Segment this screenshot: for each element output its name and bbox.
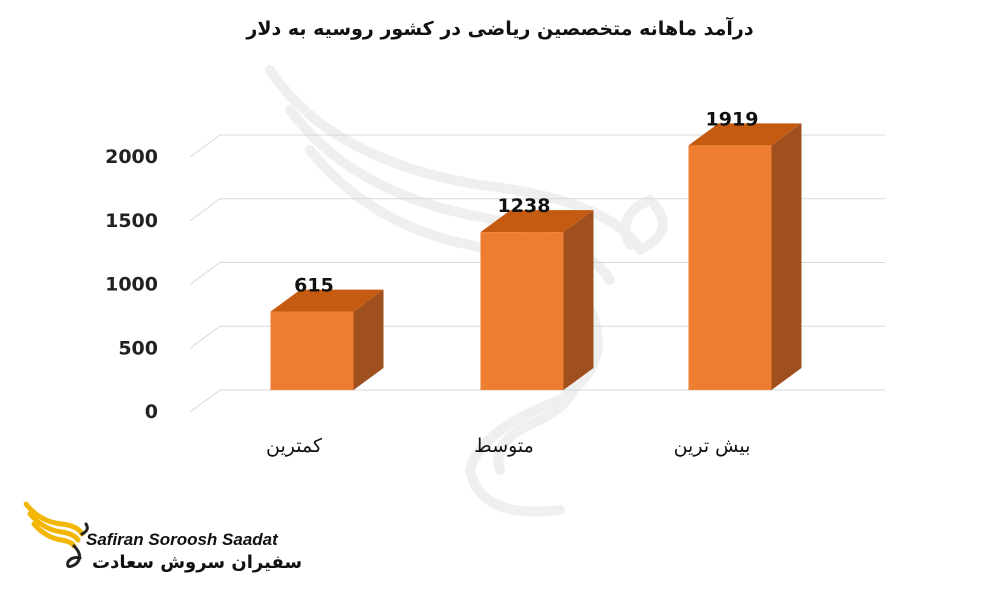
- y-axis: 0 500 1000 1500 2000: [105, 146, 158, 423]
- bar-1: [270, 289, 384, 390]
- gridline-diagonal: [189, 389, 221, 413]
- y-tick-label: 500: [118, 337, 158, 359]
- brand-name-en: Safiran Soroosh Saadat: [86, 530, 278, 549]
- gridline-diagonal: [189, 134, 221, 158]
- bar-3: [688, 123, 802, 390]
- y-tick-label: 1000: [105, 274, 158, 296]
- gridline-diagonal: [189, 262, 221, 285]
- bar-top: [270, 289, 384, 312]
- y-tick-label: 1500: [105, 210, 158, 232]
- bar-front: [480, 232, 564, 390]
- bar-top: [480, 210, 594, 233]
- data-label: 615: [294, 275, 334, 297]
- x-category-label: بیش ترین: [674, 435, 751, 457]
- x-category-label: متوسط: [474, 435, 534, 457]
- bar-side: [563, 210, 594, 390]
- brand-logo-block: Safiran Soroosh Saadat سفیران سروش سعادت: [22, 500, 302, 580]
- brand-name-fa: سفیران سروش سعادت: [92, 552, 303, 573]
- bar-2: [480, 210, 594, 390]
- chart-title: درآمد ماهانه متخصصین ریاضی در کشور روسیه…: [246, 18, 754, 40]
- bar-side: [353, 289, 384, 390]
- y-tick-label: 2000: [105, 146, 158, 168]
- bar-layer: [270, 123, 802, 390]
- data-label: 1238: [498, 195, 551, 217]
- label-layer: 615 کمترین 1238 متوسط 1919 بیش ترین: [266, 108, 758, 457]
- data-label: 1919: [706, 108, 759, 130]
- bar-top: [688, 123, 802, 146]
- bar-front: [270, 311, 354, 390]
- gridline-diagonal: [189, 198, 221, 222]
- gridline-diagonal: [189, 325, 221, 349]
- bar-side: [771, 123, 802, 390]
- bar-front: [688, 145, 772, 390]
- bird-wing-logo-icon: [23, 501, 89, 569]
- x-category-label: کمترین: [266, 435, 323, 457]
- y-tick-label: 0: [145, 401, 158, 423]
